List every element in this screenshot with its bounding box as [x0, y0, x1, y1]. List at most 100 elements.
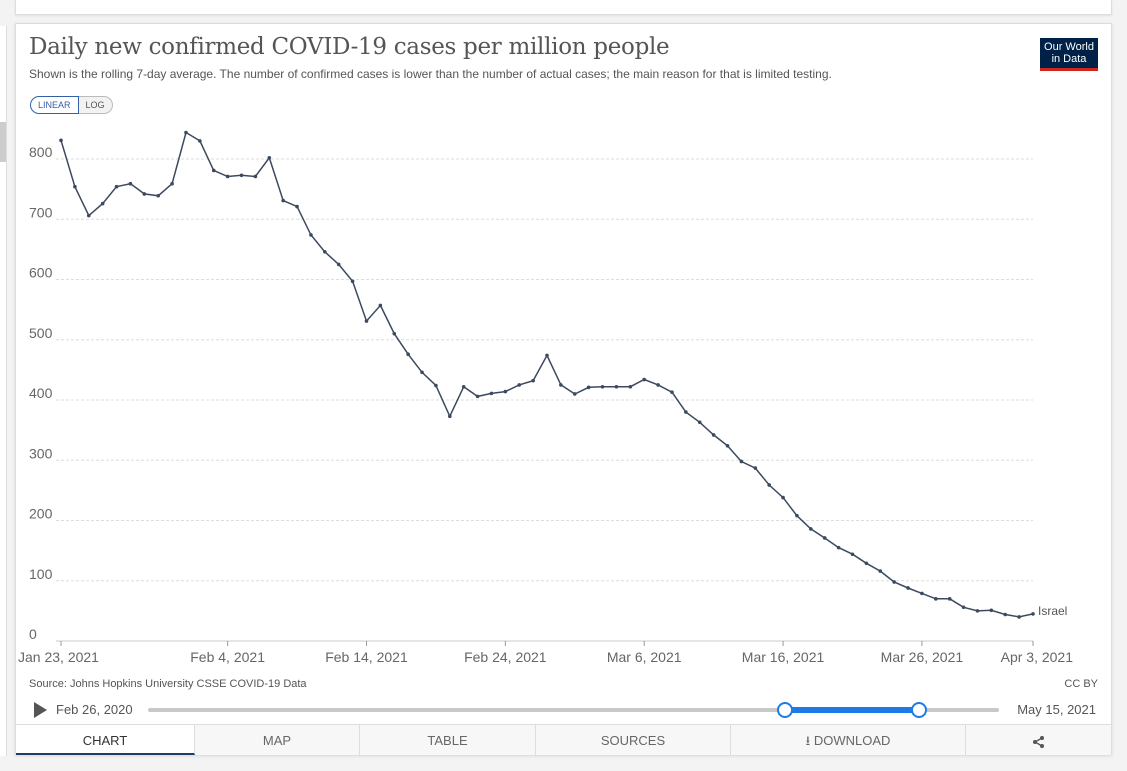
- data-point: [489, 391, 494, 396]
- data-point: [475, 394, 480, 399]
- data-point: [73, 184, 77, 189]
- linear-scale-button[interactable]: LINEAR: [30, 96, 79, 114]
- play-icon[interactable]: [34, 702, 47, 718]
- data-point: [809, 527, 813, 531]
- data-point: [684, 410, 688, 414]
- data-point: [392, 331, 397, 336]
- data-point: [531, 378, 535, 383]
- data-point: [892, 580, 896, 584]
- data-point: [128, 181, 133, 186]
- data-point: [281, 198, 285, 203]
- x-tick-label: Feb 24, 2021: [464, 649, 547, 665]
- sidebar-scrollbar[interactable]: [0, 122, 6, 162]
- series-line-israel: [60, 131, 1034, 618]
- series-label-israel: Israel: [1038, 604, 1067, 618]
- chart-card: Daily new confirmed COVID-19 cases per m…: [15, 23, 1112, 755]
- data-point: [656, 383, 660, 387]
- y-tick-label: 0: [29, 626, 37, 642]
- data-point: [420, 370, 424, 375]
- timeline-start-handle[interactable]: [777, 702, 793, 718]
- x-tick-label: Feb 4, 2021: [190, 649, 265, 665]
- data-point: [406, 352, 410, 357]
- share-icon: [1032, 735, 1044, 748]
- tab-chart[interactable]: CHART: [16, 725, 195, 755]
- license-link[interactable]: CC BY: [1064, 678, 1098, 690]
- data-point: [642, 377, 646, 382]
- gridlines: [56, 158, 1033, 642]
- data-point: [503, 389, 508, 394]
- data-point: [697, 420, 702, 425]
- data-point: [198, 139, 202, 143]
- data-point: [739, 459, 744, 464]
- data-point: [114, 184, 119, 189]
- data-point: [878, 569, 883, 573]
- data-point: [559, 383, 563, 387]
- data-point: [628, 384, 633, 389]
- tab-download[interactable]: ⭳ DOWNLOAD: [731, 725, 966, 755]
- data-point: [309, 233, 313, 237]
- y-tick-label: 100: [29, 566, 53, 582]
- x-tick-label: Mar 16, 2021: [742, 649, 825, 665]
- x-tick-label: Mar 26, 2021: [881, 649, 964, 665]
- data-point: [586, 385, 591, 390]
- data-point: [961, 605, 966, 610]
- tab-share[interactable]: [966, 725, 1111, 755]
- data-point: [267, 155, 272, 160]
- y-tick-label: 600: [29, 265, 53, 281]
- data-point: [253, 174, 258, 179]
- timeline-track[interactable]: [148, 708, 999, 712]
- data-point: [448, 414, 452, 419]
- data-point: [753, 466, 758, 470]
- tab-table[interactable]: TABLE: [360, 725, 536, 755]
- logo-line-1: Our World: [1044, 41, 1094, 53]
- data-point: [239, 173, 244, 178]
- data-point: [725, 443, 730, 448]
- data-point: [86, 213, 91, 218]
- data-point: [781, 495, 785, 500]
- data-point: [711, 433, 716, 437]
- data-point: [572, 392, 577, 396]
- log-scale-button[interactable]: LOG: [78, 96, 113, 114]
- data-point: [170, 181, 174, 186]
- left-sidebar-strip: [0, 26, 7, 756]
- source-note[interactable]: Source: Johns Hopkins University CSSE CO…: [29, 678, 307, 690]
- tab-map[interactable]: MAP: [195, 725, 360, 755]
- data-point: [1017, 615, 1021, 619]
- data-point: [989, 608, 994, 613]
- data-point: [211, 168, 216, 173]
- timeline-selected-range: [784, 707, 918, 713]
- data-point: [545, 353, 549, 358]
- data-points: [59, 130, 1035, 619]
- owid-logo[interactable]: Our World in Data: [1040, 38, 1098, 71]
- y-tick-label: 200: [29, 506, 53, 522]
- y-tick-label: 700: [29, 204, 53, 220]
- data-point: [295, 204, 299, 209]
- data-point: [364, 319, 369, 323]
- data-point: [1003, 612, 1008, 617]
- y-tick-label: 300: [29, 445, 53, 461]
- timeline: Feb 26, 2020 May 15, 2021: [16, 699, 1111, 721]
- data-point: [795, 513, 799, 518]
- data-point: [1031, 612, 1035, 616]
- data-point: [836, 545, 841, 550]
- data-point: [184, 130, 188, 135]
- timeline-end-handle[interactable]: [911, 702, 927, 718]
- y-axis: 0 100 200 300 400 500 600 700 800: [29, 144, 53, 642]
- line-chart: 0 100 200 300 400 500 600 700 800 Jan 23, 2021 Fe…: [18, 130, 1073, 665]
- data-point: [934, 597, 938, 601]
- data-point: [600, 384, 605, 389]
- x-axis: Jan 23, 2021 Feb 4, 2021 Feb 14, 2021 Feb 2…: [18, 641, 1073, 665]
- y-tick-label: 800: [29, 144, 53, 160]
- download-icon: ⭳: [805, 733, 811, 748]
- data-point: [822, 536, 827, 540]
- previous-card: [15, 0, 1112, 15]
- data-point: [225, 174, 230, 179]
- timeline-end-label: May 15, 2021: [1017, 702, 1096, 717]
- data-point: [906, 586, 910, 590]
- tab-sources[interactable]: SOURCES: [536, 725, 731, 755]
- scale-toggle: LINEAR LOG: [30, 96, 113, 114]
- data-point: [975, 609, 980, 613]
- data-point: [670, 390, 674, 394]
- data-point: [350, 279, 355, 284]
- data-point: [142, 192, 147, 196]
